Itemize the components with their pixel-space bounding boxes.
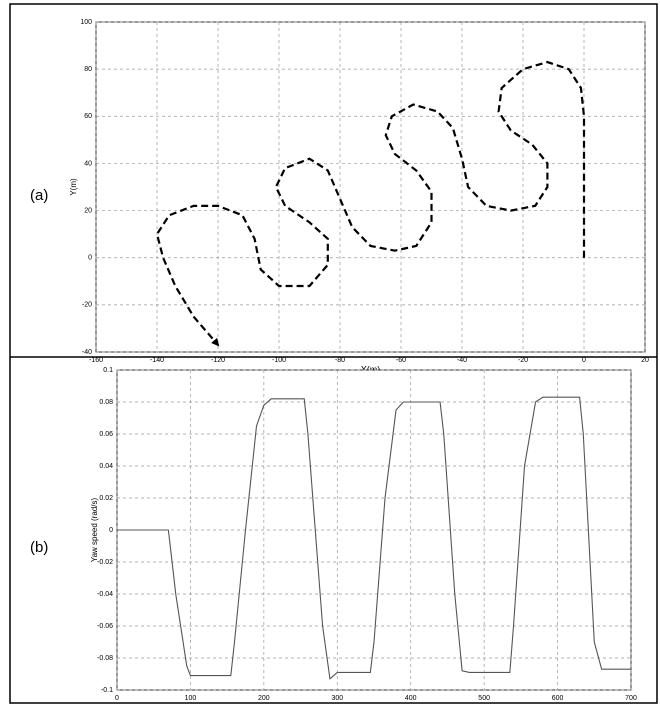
y-axis-label: Y(m) [69, 178, 78, 196]
plot-area [95, 21, 646, 353]
x-tick-label: 700 [625, 695, 637, 702]
y-tick-label: -0.06 [97, 623, 113, 630]
y-tick-label: 40 [84, 160, 92, 167]
x-tick-label: -100 [272, 357, 286, 364]
y-tick-label: -0.04 [97, 591, 113, 598]
x-tick-label: 600 [552, 695, 564, 702]
panel-label: (a) [30, 187, 48, 204]
x-tick-label: -40 [457, 357, 467, 364]
x-tick-label: -160 [89, 357, 103, 364]
x-tick-label: -80 [335, 357, 345, 364]
y-tick-label: 80 [84, 66, 92, 73]
x-tick-label: 200 [258, 695, 270, 702]
x-tick-label: -20 [518, 357, 528, 364]
x-axis-label: Time (s) [358, 702, 391, 704]
y-tick-label: 20 [84, 207, 92, 214]
x-tick-label: -60 [396, 357, 406, 364]
y-tick-label: 0.02 [99, 495, 113, 502]
x-tick-label: 0 [115, 695, 119, 702]
x-tick-label: 400 [405, 695, 417, 702]
x-axis-label: X(m) [361, 364, 381, 374]
y-tick-label: -0.02 [97, 559, 113, 566]
y-tick-label: -0.1 [101, 687, 113, 694]
y-tick-label: -0.08 [97, 655, 113, 662]
x-tick-label: 20 [641, 357, 649, 364]
y-tick-label: 0.1 [103, 367, 113, 374]
y-tick-label: -40 [82, 349, 92, 356]
panel-label: (b) [30, 539, 48, 556]
x-tick-label: 100 [185, 695, 197, 702]
x-tick-label: 500 [478, 695, 490, 702]
y-tick-label: 0.08 [99, 399, 113, 406]
y-tick-label: -20 [82, 302, 92, 309]
x-tick-label: 0 [582, 357, 586, 364]
y-axis-label: Yaw speed (rad/s) [90, 498, 99, 563]
x-tick-label: -140 [150, 357, 164, 364]
y-tick-label: 100 [80, 19, 92, 26]
x-tick-label: 300 [331, 695, 343, 702]
y-tick-label: 0.06 [99, 431, 113, 438]
x-tick-label: -120 [211, 357, 225, 364]
frame [9, 3, 658, 704]
y-tick-label: 0 [109, 527, 113, 534]
y-tick-label: 0.04 [99, 463, 113, 470]
data-line [155, 60, 586, 347]
y-tick-label: 60 [84, 113, 92, 120]
y-tick-label: 0 [88, 255, 92, 262]
data-line [117, 396, 631, 680]
